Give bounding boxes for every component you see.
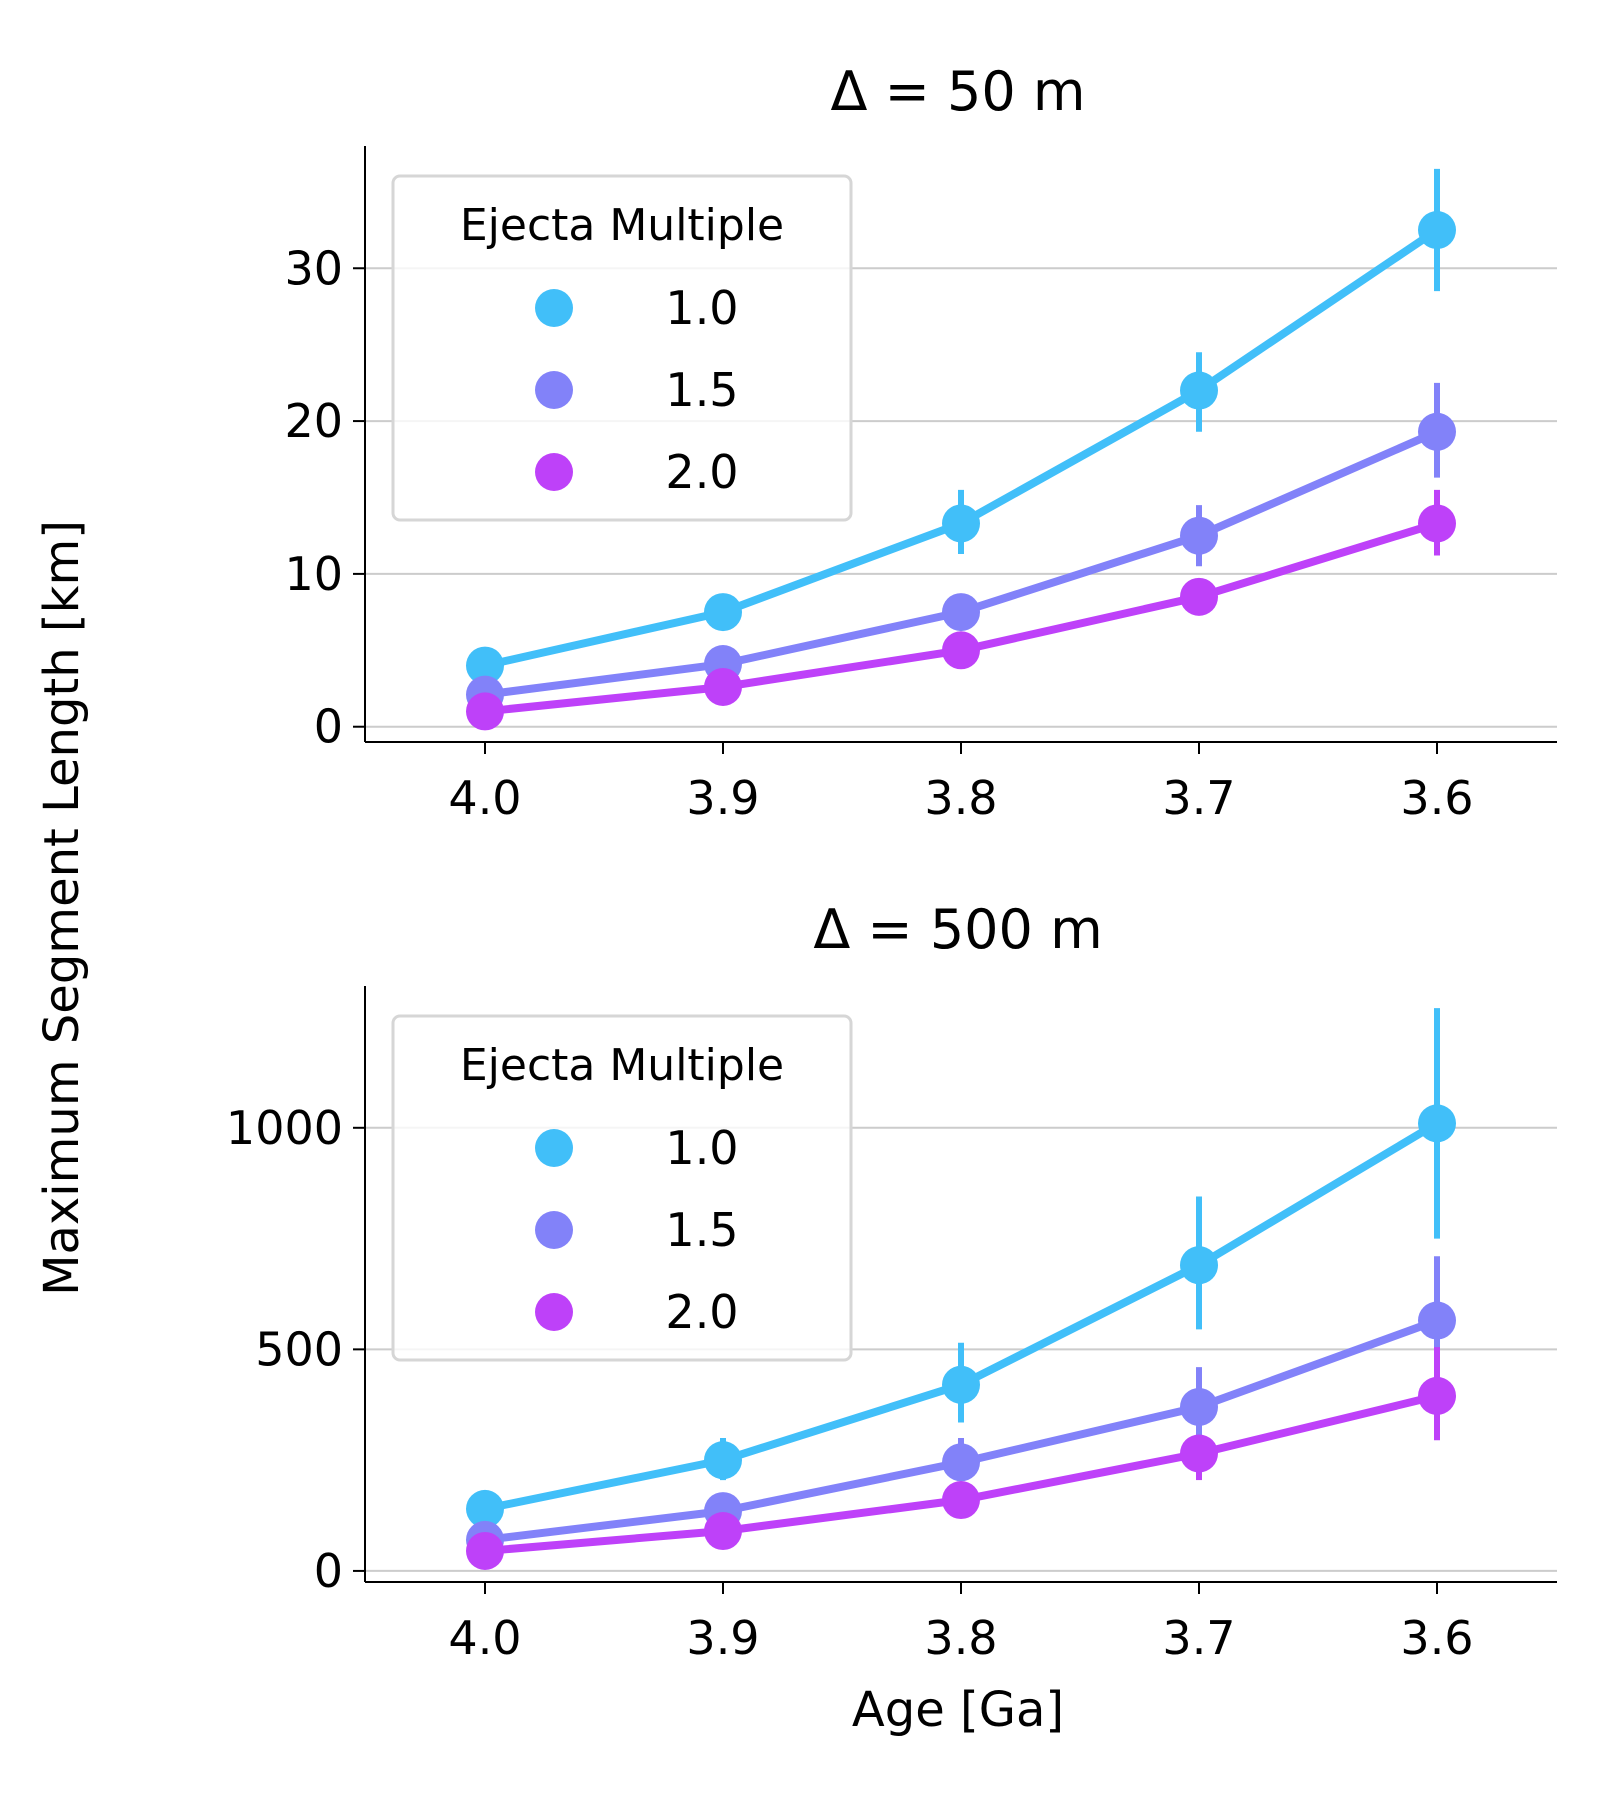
data-point [942,1365,980,1404]
legend-marker [535,371,573,409]
data-point [1180,516,1218,555]
data-point [942,1481,980,1520]
legend-entry: 2.0 [665,445,738,499]
y-tick-label: 0 [314,1544,343,1598]
data-point [704,593,742,632]
panel-title: Δ = 50 m [831,60,1086,123]
data-point [466,646,504,685]
data-point [942,631,980,670]
y-tick-label: 20 [284,394,343,448]
legend-entry: 1.5 [665,1203,738,1257]
legend: Ejecta Multiple 1.0 1.5 2.0 [391,1014,853,1362]
series-1.0 [466,168,1456,685]
legend-marker [535,289,573,327]
x-tick-label: 3.6 [1400,1611,1473,1665]
data-point [1418,1301,1456,1340]
data-point [1418,412,1456,451]
legend-frame [391,1014,853,1362]
y-tick-label: 10 [284,547,343,601]
legend-entry: 1.0 [665,1121,738,1175]
data-point [704,1512,742,1551]
x-tick-label: 3.8 [924,1611,997,1665]
x-axis-label: Age [Ga] [852,1682,1064,1738]
x-tick-label: 4.0 [448,771,521,825]
data-point [1418,504,1456,543]
data-point [942,1443,980,1482]
data-point [1180,371,1218,410]
x-tick-label: 3.7 [1162,771,1235,825]
data-point [1180,1387,1218,1426]
legend-frame [391,174,853,522]
series-2.0 [466,1347,1456,1570]
data-point [1418,211,1456,250]
x-tick-label: 3.9 [686,1611,759,1665]
panel-title: Δ = 500 m [813,898,1102,961]
legend: Ejecta Multiple 1.0 1.5 2.0 [391,174,853,522]
x-tick-label: 3.7 [1162,1611,1235,1665]
data-point [466,1531,504,1570]
legend-entry: 1.0 [665,281,738,335]
y-tick-label: 1000 [226,1101,343,1155]
data-point [1418,1376,1456,1415]
data-point [1418,1104,1456,1143]
data-point [704,667,742,706]
x-tick-label: 3.9 [686,771,759,825]
legend-title: Ejecta Multiple [460,1040,784,1091]
x-tick-label: 4.0 [448,1611,521,1665]
legend-marker [535,1211,573,1249]
y-tick-label: 0 [314,700,343,754]
series-2.0 [466,489,1456,731]
legend-marker [535,1293,573,1331]
legend-entry: 1.5 [665,363,738,417]
data-point [704,1441,742,1480]
data-point [942,504,980,543]
y-tick-label: 500 [255,1322,343,1376]
panel-2: 0 500 1000 4.0 3.9 3.8 3.7 3.6 Δ = 500 m Ejecta M… [226,898,1557,1665]
y-tick-label: 30 [284,241,343,295]
data-point [466,1489,504,1528]
legend-marker [535,1129,573,1167]
data-point [1180,1246,1218,1285]
x-tick-label: 3.8 [924,771,997,825]
y-axis-label: Maximum Segment Length [km] [34,520,90,1296]
data-point [1180,1434,1218,1473]
series-1.0 [466,1008,1456,1528]
legend-marker [535,453,573,491]
panel-1: 0 10 20 30 4.0 3.9 3.8 3.7 3.6 Δ = 50 m Ejecta Mul… [284,60,1557,825]
legend-title: Ejecta Multiple [460,200,784,251]
data-point [942,593,980,632]
legend-entry: 2.0 [665,1285,738,1339]
data-point [1180,577,1218,616]
data-point [466,692,504,731]
x-tick-label: 3.6 [1400,771,1473,825]
